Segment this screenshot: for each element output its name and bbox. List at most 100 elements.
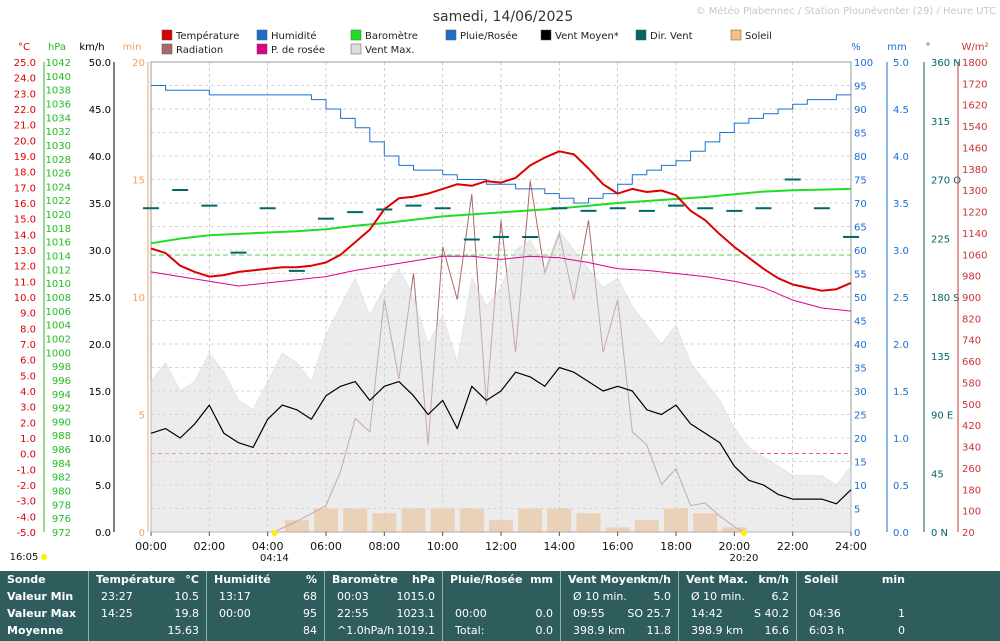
tick-label-rain: 2.0	[893, 340, 909, 351]
tick-label-dir: 360 N	[931, 58, 961, 69]
stats-cell: 1023.1	[396, 607, 436, 620]
tick-label-hum: 45	[854, 317, 867, 328]
tick-label-rain: 5.0	[893, 58, 909, 69]
tick-label-baro: 1032	[46, 127, 71, 138]
sun-event-label: 16:05	[10, 552, 39, 563]
tick-label-hum: 75	[854, 176, 867, 187]
sun-events: 16:05 04:14 20:20	[10, 530, 758, 564]
tick-label-hum: 20	[854, 434, 867, 445]
tick-label-temp: 23.0	[14, 89, 36, 100]
tick-label-sun: 10	[132, 293, 145, 304]
tick-label-baro: 990	[52, 417, 71, 428]
series-layer	[143, 85, 859, 533]
tick-label-rad: 1540	[962, 122, 987, 133]
x-tick-label: 02:00	[193, 540, 225, 553]
tick-label-temp: 13.0	[14, 246, 36, 257]
tick-label-temp: 12.0	[14, 262, 36, 273]
tick-label-baro: 1012	[46, 265, 71, 276]
tick-label-rad: 1140	[962, 229, 987, 240]
tick-label-wind: 0.0	[95, 528, 111, 539]
tick-label-rain: 4.5	[893, 105, 909, 116]
tick-label-baro: 1022	[46, 196, 71, 207]
legend-label: Soleil	[745, 31, 772, 42]
legend-swatch	[635, 29, 647, 41]
stats-cell: °C	[185, 573, 199, 586]
axis-unit-baro: hPa	[48, 42, 66, 53]
tick-label-hum: 85	[854, 129, 867, 140]
stats-cell: 04:36	[809, 607, 841, 620]
stats-column: Température °C 23:27 10.5 14:25 19.8 15.63	[88, 571, 207, 641]
tick-label-baro: 1038	[46, 86, 71, 97]
x-tick-label: 06:00	[310, 540, 342, 553]
x-tick-label: 20:00	[718, 540, 750, 553]
legend: Température Humidité Baromètre Pluie/Rosée V…	[161, 29, 772, 56]
x-tick-label: 00:00	[135, 540, 167, 553]
tick-label-hum: 0	[854, 528, 860, 539]
tick-label-rain: 2.5	[893, 293, 909, 304]
stats-cell: 1019.1	[396, 624, 436, 637]
stats-cell: 68	[303, 590, 317, 603]
legend-label: P. de rosée	[271, 44, 325, 56]
axis-unit-temp: °C	[18, 42, 30, 53]
stats-cell: 0.0	[535, 624, 554, 637]
tick-label-temp: -4.0	[16, 512, 36, 523]
tick-label-baro: 1028	[46, 155, 71, 166]
stats-cell: Ø 10 min.	[573, 590, 627, 603]
stats-column: Baromètre hPa 00:03 1015.0 22:55 1023.1 ^1.0hP…	[324, 571, 443, 641]
tick-label-baro: 1018	[46, 224, 71, 235]
axis-ticks: 25.0 24.0 23.0 22.0 21.0 20.0 19.0 18.0 17.0 16.0…	[14, 58, 988, 539]
tick-label-temp: 1.0	[20, 434, 36, 445]
tick-label-sun: 20	[132, 58, 145, 69]
tick-label-rad: 980	[962, 272, 981, 283]
stats-cell: 6.2	[771, 590, 790, 603]
legend-item: Humidité	[256, 29, 317, 42]
stats-cell: Soleil	[804, 573, 839, 586]
stats-cell: 15.63	[167, 624, 200, 637]
stats-cell: 00:00	[455, 607, 487, 620]
tick-label-baro: 982	[52, 473, 71, 484]
tick-label-wind: 40.0	[89, 152, 111, 163]
legend-item: Baromètre	[350, 29, 418, 42]
tick-label-baro: 1020	[46, 210, 71, 221]
sun-event-marker	[271, 530, 278, 536]
stats-cell: Valeur Max	[7, 607, 77, 620]
tick-label-rad: 1620	[962, 101, 987, 112]
tick-label-baro: 994	[52, 390, 71, 401]
stats-cell: 398.9 km	[573, 624, 626, 637]
tick-label-hum: 30	[854, 387, 867, 398]
stats-cell: Humidité	[214, 573, 271, 586]
tick-label-wind: 30.0	[89, 246, 111, 257]
tick-label-temp: 4.0	[20, 387, 36, 398]
x-tick-label: 22:00	[777, 540, 809, 553]
chart-title: samedi, 14/06/2025	[433, 9, 574, 25]
tick-label-rad: 100	[962, 507, 981, 518]
tick-label-rain: 3.5	[893, 199, 909, 210]
tick-label-rad: 180	[962, 485, 981, 496]
tick-label-baro: 1014	[46, 252, 71, 263]
axis-unit-wind: km/h	[79, 42, 104, 53]
tick-label-temp: 7.0	[20, 340, 36, 351]
tick-label-rad: 820	[962, 314, 981, 325]
stats-column: Pluie/Rosée mm 00:00 0.0 Total: 0.0	[442, 571, 561, 641]
tick-label-temp: -3.0	[16, 497, 36, 508]
x-tick-label: 04:00	[252, 540, 284, 553]
stats-cell: Baromètre	[332, 573, 398, 586]
tick-label-temp: 3.0	[20, 403, 36, 414]
tick-label-temp: 18.0	[14, 168, 36, 179]
tick-label-hum: 5	[854, 505, 860, 516]
tick-label-wind: 10.0	[89, 434, 111, 445]
tick-label-temp: 10.0	[14, 293, 36, 304]
x-axis: 00:00 02:00 04:00 06:00 08:00 10:00 12:00 14:00…	[135, 532, 867, 553]
stats-cell: km/h	[758, 573, 789, 586]
sun-event-label: 04:14	[260, 553, 289, 564]
stats-cell: 11.8	[646, 624, 672, 637]
axis-unit-dir: °	[926, 42, 931, 53]
legend-label: Humidité	[271, 30, 317, 42]
tick-label-temp: 17.0	[14, 183, 36, 194]
tick-label-temp: 21.0	[14, 121, 36, 132]
weather-chart: samedi, 14/06/2025 © Météo Plabennec / S…	[10, 5, 996, 564]
tick-label-baro: 1034	[46, 113, 71, 124]
tick-label-baro: 980	[52, 487, 71, 498]
legend-item: Pluie/Rosée	[445, 29, 518, 42]
legend-swatch	[161, 29, 173, 41]
